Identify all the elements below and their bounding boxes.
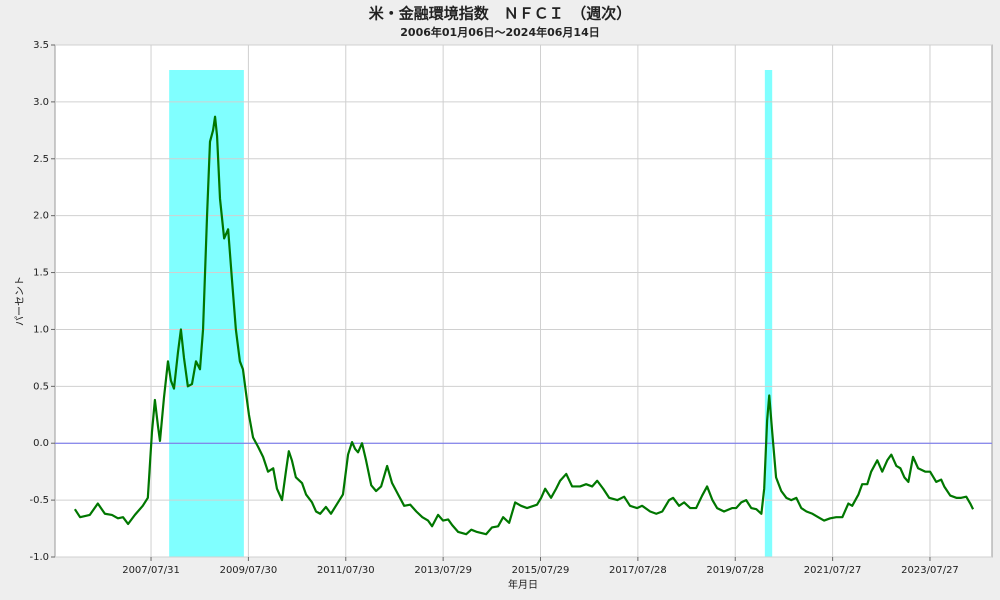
data-line [73,115,975,536]
x-tick-label: 2021/07/27 [804,565,862,576]
x-tick-label: 2023/07/27 [901,565,959,576]
chart-title: 米・金融環境指数 ＮＦＣＩ （週次） [369,5,632,23]
chart-subtitle: 2006年01月06日～2024年06月14日 [400,25,599,39]
y-tick-label: 1.0 [33,324,49,335]
y-tick-label: 2.5 [33,154,49,165]
x-tick-label: 2015/07/29 [512,565,570,576]
y-tick-label: 0.0 [33,438,49,449]
y-tick-label: -0.5 [29,495,49,506]
y-tick-label: 3.0 [33,97,49,108]
y-tick-label: 2.0 [33,211,49,222]
x-tick-label: 2019/07/28 [706,565,764,576]
x-tick-label: 2017/07/28 [609,565,667,576]
x-tick-label: 2013/07/29 [414,565,472,576]
y-tick-label: 1.5 [33,268,49,279]
shaded-period [764,70,773,557]
y-tick-label: 3.5 [33,40,49,51]
x-tick-label: 2007/07/31 [122,565,180,576]
x-axis-label: 年月日 [508,578,538,591]
y-axis-label: パーセント [14,276,26,326]
y-tick-label: -1.0 [29,552,49,563]
x-tick-label: 2009/07/30 [220,565,278,576]
x-tick-label: 2011/07/30 [317,565,375,576]
y-tick-label: 0.5 [33,381,49,392]
shaded-period [169,70,244,557]
